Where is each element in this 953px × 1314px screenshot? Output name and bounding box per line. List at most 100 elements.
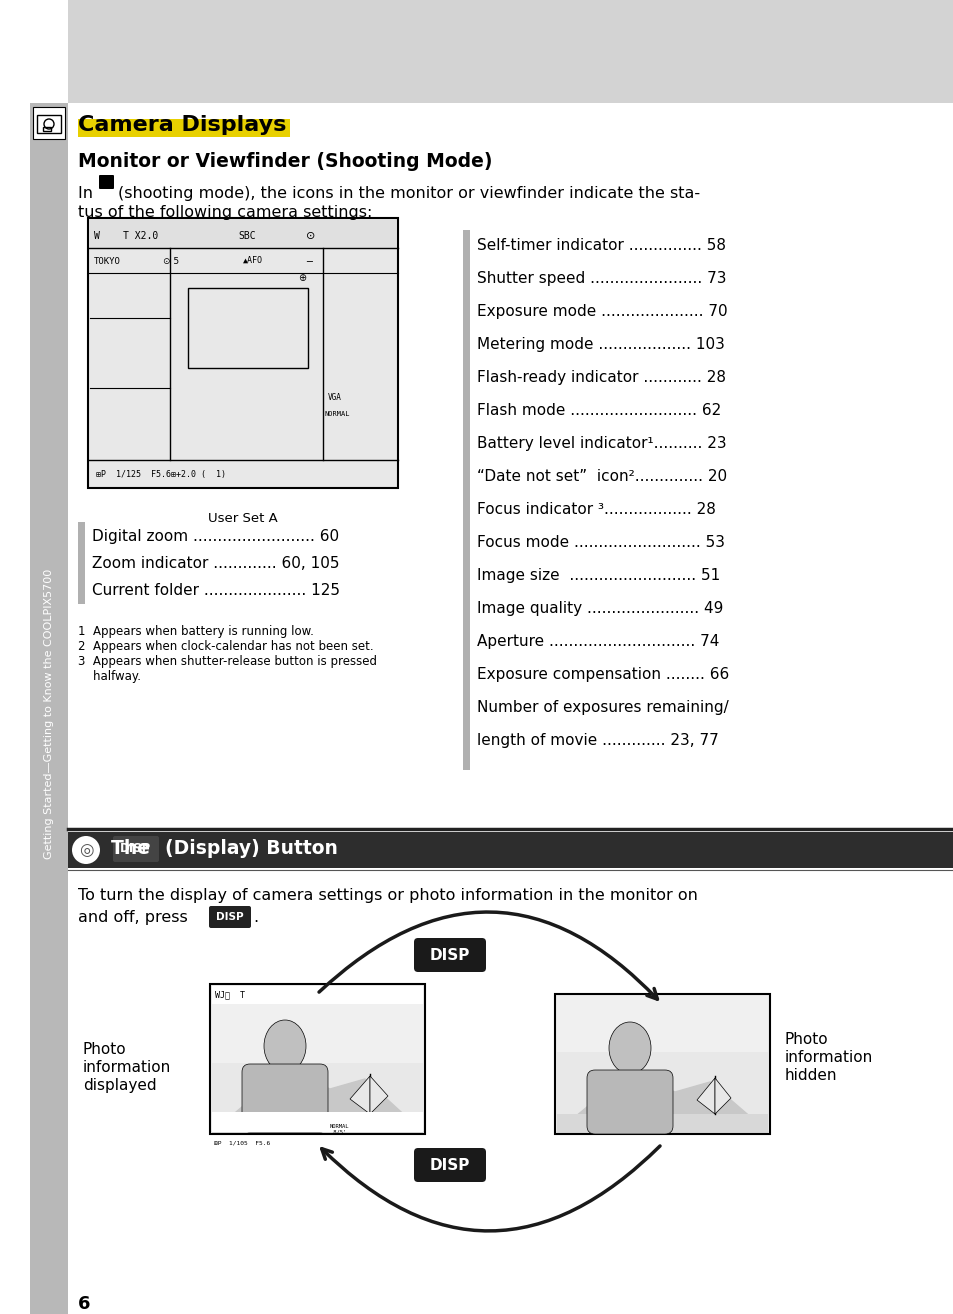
Text: information: information xyxy=(784,1050,872,1066)
Text: ◎: ◎ xyxy=(79,841,93,859)
Text: 6: 6 xyxy=(78,1296,91,1313)
Text: Focus indicator ³.................. 28: Focus indicator ³.................. 28 xyxy=(476,502,715,516)
Bar xyxy=(90,219,395,248)
FancyBboxPatch shape xyxy=(209,905,251,928)
Text: Camera Displays: Camera Displays xyxy=(78,116,286,135)
Bar xyxy=(555,993,769,1134)
Bar xyxy=(37,116,61,133)
Text: Current folder ..................... 125: Current folder ..................... 125 xyxy=(91,583,339,598)
Text: and off, press: and off, press xyxy=(78,911,198,925)
Text: Digital zoom ......................... 60: Digital zoom ......................... 6… xyxy=(91,530,338,544)
Text: ▲AFO: ▲AFO xyxy=(243,255,263,264)
Text: VGA: VGA xyxy=(328,393,341,402)
FancyBboxPatch shape xyxy=(112,836,159,862)
Bar xyxy=(210,984,424,1134)
Text: Metering mode ................... 103: Metering mode ................... 103 xyxy=(476,336,724,352)
Text: Aperture .............................. 74: Aperture .............................. … xyxy=(476,633,719,649)
Bar xyxy=(43,127,51,131)
Text: ⊞P  1/105  F5.6: ⊞P 1/105 F5.6 xyxy=(213,1141,270,1146)
Bar xyxy=(462,230,470,770)
Text: hidden: hidden xyxy=(784,1068,837,1083)
Text: Zoom indicator ............. 60, 105: Zoom indicator ............. 60, 105 xyxy=(91,556,339,572)
Text: DISP: DISP xyxy=(120,842,152,855)
Text: SBC: SBC xyxy=(237,231,255,240)
Ellipse shape xyxy=(608,1022,650,1074)
Text: Getting Started—Getting to Know the COOLPIX5700: Getting Started—Getting to Know the COOL… xyxy=(44,569,54,859)
FancyBboxPatch shape xyxy=(414,938,485,972)
Text: NORMAL
 8/5': NORMAL 8/5' xyxy=(330,1123,349,1134)
Polygon shape xyxy=(714,1077,730,1114)
Text: ⊕: ⊕ xyxy=(297,273,306,283)
Text: 2  Appears when clock-calendar has not been set.: 2 Appears when clock-calendar has not be… xyxy=(78,640,374,653)
FancyBboxPatch shape xyxy=(414,1148,485,1183)
Text: Shutter speed ....................... 73: Shutter speed ....................... 73 xyxy=(476,271,726,286)
Text: ─: ─ xyxy=(306,258,312,267)
Text: .: . xyxy=(253,911,258,925)
Bar xyxy=(78,120,290,137)
Text: W: W xyxy=(94,231,100,240)
FancyBboxPatch shape xyxy=(242,1064,328,1131)
Polygon shape xyxy=(557,1076,767,1131)
Bar xyxy=(212,1112,422,1131)
Bar xyxy=(188,288,308,368)
Bar xyxy=(212,1063,422,1131)
Polygon shape xyxy=(697,1077,714,1114)
Bar xyxy=(33,106,65,139)
Text: WJ⎯  T: WJ⎯ T xyxy=(214,991,245,1000)
Text: Flash mode .......................... 62: Flash mode .......................... 62 xyxy=(476,403,720,418)
Bar xyxy=(68,832,953,869)
Text: length of movie ............. 23, 77: length of movie ............. 23, 77 xyxy=(476,733,718,748)
Polygon shape xyxy=(212,1072,422,1131)
Text: tus of the following camera settings:: tus of the following camera settings: xyxy=(78,205,372,219)
Text: DISP: DISP xyxy=(430,1158,470,1172)
Polygon shape xyxy=(350,1076,370,1114)
Text: NORMAL: NORMAL xyxy=(325,411,350,417)
Text: Exposure mode ..................... 70: Exposure mode ..................... 70 xyxy=(476,304,727,319)
Ellipse shape xyxy=(264,1020,306,1072)
Text: Flash-ready indicator ............ 28: Flash-ready indicator ............ 28 xyxy=(476,371,725,385)
Text: Self-timer indicator ............... 58: Self-timer indicator ............... 58 xyxy=(476,238,725,254)
Text: (shooting mode), the icons in the monitor or viewfinder indicate the sta-: (shooting mode), the icons in the monito… xyxy=(118,187,700,201)
Text: ⊙ 5: ⊙ 5 xyxy=(163,258,179,267)
Text: halfway.: halfway. xyxy=(78,670,141,683)
Text: Focus mode .......................... 53: Focus mode .......................... 53 xyxy=(476,535,724,551)
Text: Battery level indicator¹.......... 23: Battery level indicator¹.......... 23 xyxy=(476,436,726,451)
Text: Image quality ....................... 49: Image quality ....................... 49 xyxy=(476,600,722,616)
Bar xyxy=(557,1053,767,1131)
Text: 1  Appears when battery is running low.: 1 Appears when battery is running low. xyxy=(78,625,314,639)
Text: Photo: Photo xyxy=(83,1042,127,1056)
Text: “Date not set”  icon².............. 20: “Date not set” icon².............. 20 xyxy=(476,469,726,484)
Polygon shape xyxy=(370,1076,388,1114)
Text: ⊞P  1/125  F5.6⊞+2.0 (  1): ⊞P 1/125 F5.6⊞+2.0 ( 1) xyxy=(96,469,226,478)
Text: Image size  .......................... 51: Image size .......................... 51 xyxy=(476,568,720,583)
Text: displayed: displayed xyxy=(83,1077,156,1093)
Bar xyxy=(212,1114,422,1131)
Text: Exposure compensation ........ 66: Exposure compensation ........ 66 xyxy=(476,668,728,682)
Bar xyxy=(212,986,422,1004)
FancyBboxPatch shape xyxy=(586,1070,672,1134)
FancyArrowPatch shape xyxy=(321,1146,659,1231)
Circle shape xyxy=(71,836,100,865)
Bar xyxy=(30,102,68,1314)
Text: DISP: DISP xyxy=(216,912,244,922)
Text: The: The xyxy=(111,840,156,858)
Text: Photo: Photo xyxy=(784,1031,828,1047)
Text: User Set A: User Set A xyxy=(208,512,277,526)
Text: ⊙: ⊙ xyxy=(306,231,315,240)
Text: To turn the display of camera settings or photo information in the monitor on: To turn the display of camera settings o… xyxy=(78,888,698,903)
FancyBboxPatch shape xyxy=(99,175,113,189)
Text: T X2.0: T X2.0 xyxy=(123,231,158,240)
Text: 3  Appears when shutter-release button is pressed: 3 Appears when shutter-release button is… xyxy=(78,654,376,668)
Text: DISP: DISP xyxy=(430,947,470,962)
Text: Number of exposures remaining/: Number of exposures remaining/ xyxy=(476,700,728,715)
Text: TOKYO: TOKYO xyxy=(94,258,121,267)
Text: In: In xyxy=(78,187,98,201)
Text: (Display) Button: (Display) Button xyxy=(165,840,337,858)
FancyArrowPatch shape xyxy=(318,912,657,999)
Bar xyxy=(68,0,953,102)
Text: information: information xyxy=(83,1060,172,1075)
Bar xyxy=(78,522,85,604)
Bar xyxy=(557,1114,767,1131)
Text: Monitor or Viewfinder (Shooting Mode): Monitor or Viewfinder (Shooting Mode) xyxy=(78,152,492,171)
Bar xyxy=(88,218,397,487)
